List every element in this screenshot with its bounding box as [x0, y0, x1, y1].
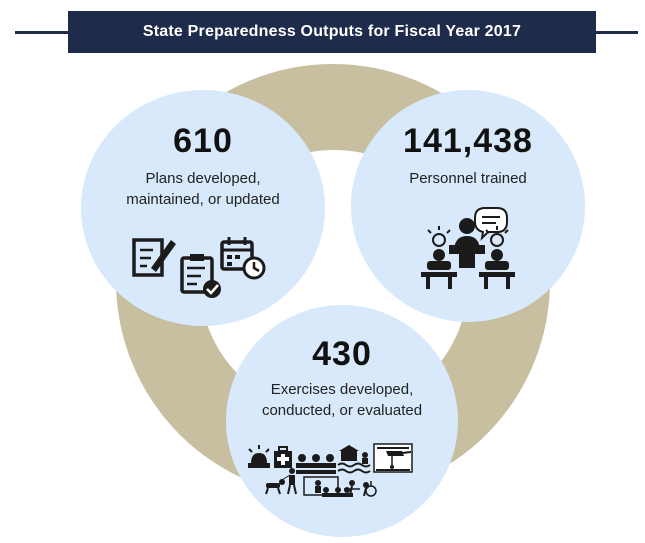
helicopter-rescue-icon: [373, 443, 413, 473]
plans-icons: [132, 237, 266, 298]
personnel-label-line-1: Personnel trained: [409, 170, 527, 187]
plans-label-line-2: maintained, or updated: [126, 191, 280, 208]
rescue-team-icon: [344, 480, 377, 497]
personnel-bubble: 141,438 Personnel trained: [351, 90, 585, 322]
exercises-icons: [248, 443, 413, 497]
personnel-icons: [421, 207, 515, 289]
exercises-label-line-2: conducted, or evaluated: [261, 402, 423, 419]
trainee-idea-icon: [421, 226, 515, 289]
plans-count: 610: [173, 122, 233, 160]
plans-label-line-1: Plans developed,: [145, 170, 261, 187]
plans-bubble: 610 Plans developed, maintained, or upda…: [81, 90, 325, 326]
calendar-clock-icon: [220, 237, 266, 280]
search-dog-icon: [265, 468, 297, 495]
emergency-response-icons: [248, 443, 413, 497]
page-title: State Preparedness Outputs for Fiscal Ye…: [142, 23, 522, 40]
flood-rescue-icon: [337, 445, 371, 474]
first-aid-kit-icon: [274, 446, 292, 468]
personnel-label: Personnel trained: [351, 168, 585, 189]
siren-icon: [248, 445, 270, 468]
header-rule-right: [596, 31, 638, 34]
exercises-label: Exercises developed, conducted, or evalu…: [226, 379, 458, 421]
plans-label: Plans developed, maintained, or updated: [81, 168, 325, 210]
document-edit-icon: [132, 238, 176, 277]
clipboard-checklist-icon: [180, 254, 221, 298]
meeting-table-icon: [296, 454, 336, 474]
header-rule-left: [15, 31, 68, 34]
exercises-bubble: 430 Exercises developed, conducted, or e…: [226, 305, 458, 537]
briefing-icon: [303, 476, 353, 497]
exercises-label-line-1: Exercises developed,: [270, 381, 414, 398]
exercises-count: 430: [312, 335, 372, 373]
title-banner: State Preparedness Outputs for Fiscal Ye…: [68, 11, 596, 53]
personnel-count: 141,438: [403, 122, 533, 160]
classroom-instructor-icon: [449, 207, 508, 268]
